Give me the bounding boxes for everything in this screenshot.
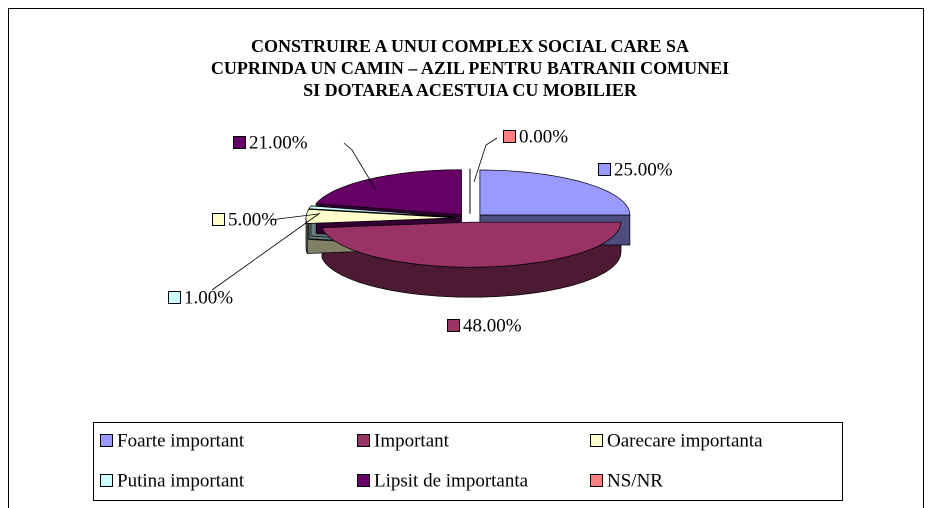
legend-label: Oarecare importanta bbox=[607, 430, 763, 451]
slice-top bbox=[308, 205, 457, 218]
chart-title: SI DOTAREA ACESTUIA CU MOBILIER bbox=[303, 80, 638, 100]
legend-swatch bbox=[100, 434, 113, 447]
leader-line bbox=[269, 213, 319, 221]
legend-swatch bbox=[100, 474, 113, 487]
chart-title: CONSTRUIRE A UNUI COMPLEX SOCIAL CARE SA bbox=[251, 36, 689, 56]
label-swatch bbox=[233, 136, 246, 149]
slice-top bbox=[321, 221, 622, 268]
leader-line bbox=[473, 137, 498, 183]
legend-swatch bbox=[357, 434, 370, 447]
legend-label: Putina important bbox=[117, 470, 245, 491]
label-swatch bbox=[168, 291, 181, 304]
slice-top bbox=[479, 169, 631, 216]
legend-label: Lipsit de importanta bbox=[374, 470, 529, 491]
leader-line bbox=[343, 142, 377, 191]
legend-swatch bbox=[357, 474, 370, 487]
legend-box bbox=[93, 422, 843, 501]
legend-swatch bbox=[590, 474, 603, 487]
data-label: 1.00% bbox=[184, 287, 233, 308]
data-label: 21.00% bbox=[249, 132, 308, 153]
legend-label: NS/NR bbox=[607, 470, 663, 491]
data-label: 25.00% bbox=[614, 159, 673, 180]
label-swatch bbox=[503, 130, 516, 143]
legend-label: Foarte important bbox=[117, 430, 245, 451]
label-swatch bbox=[598, 163, 611, 176]
legend-swatch bbox=[590, 434, 603, 447]
legend-label: Important bbox=[374, 430, 450, 451]
slice-top bbox=[305, 209, 457, 224]
data-label: 48.00% bbox=[463, 315, 522, 336]
pie bbox=[305, 168, 631, 298]
leader-line bbox=[211, 212, 321, 291]
label-swatch bbox=[447, 319, 460, 332]
data-label: 5.00% bbox=[228, 209, 277, 230]
label-swatch bbox=[212, 213, 225, 226]
data-label: 0.00% bbox=[519, 126, 568, 147]
chart-title: CUPRINDA UN CAMIN – AZIL PENTRU BATRANII… bbox=[211, 58, 729, 78]
